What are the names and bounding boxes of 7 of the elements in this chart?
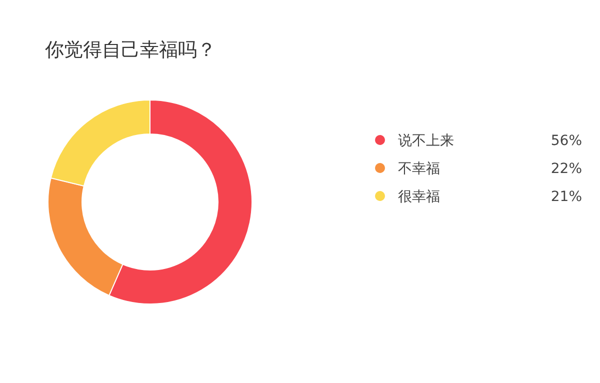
data-label: 22% xyxy=(550,161,582,177)
legend-label: 很幸福 xyxy=(398,189,440,205)
data-label: 56% xyxy=(550,133,582,149)
chart-title: 你觉得自己幸福吗？ xyxy=(44,39,216,61)
legend-label: 不幸福 xyxy=(398,161,440,177)
data-label: 21% xyxy=(550,189,582,205)
legend-label: 说不上来 xyxy=(398,133,454,149)
